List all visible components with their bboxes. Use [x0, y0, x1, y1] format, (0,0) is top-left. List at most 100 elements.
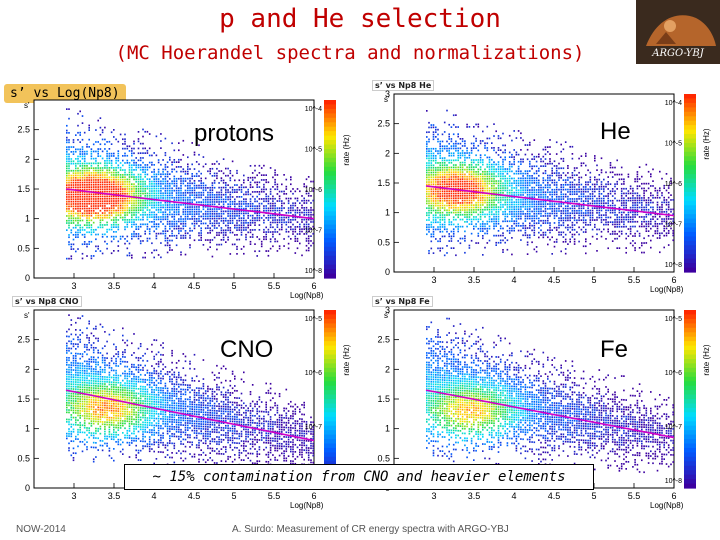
density-cell [106, 235, 108, 238]
density-cell [72, 212, 75, 215]
density-cell [66, 129, 68, 132]
density-cell [448, 218, 450, 221]
density-cell [439, 152, 441, 155]
density-cell [540, 184, 542, 186]
density-cell [113, 169, 115, 171]
density-cell [187, 232, 189, 235]
density-cell [441, 185, 444, 188]
density-cell [131, 197, 133, 200]
density-cell [68, 179, 70, 182]
density-cell [133, 197, 135, 200]
density-cell [443, 209, 446, 212]
density-cell [108, 155, 111, 157]
density-cell [274, 209, 276, 212]
density-cell [269, 197, 272, 200]
density-cell [587, 202, 589, 205]
density-cell [272, 235, 274, 238]
density-cell [542, 181, 545, 184]
density-cell [457, 149, 459, 152]
density-cell [238, 226, 241, 229]
density-cell [169, 246, 171, 249]
density-cell [508, 163, 511, 166]
density-cell [475, 194, 477, 197]
density-cell [238, 186, 241, 189]
density-cell [146, 206, 149, 209]
density-cell [299, 233, 301, 235]
density-cell [475, 163, 477, 166]
density-cell [535, 217, 538, 220]
density-cell [133, 147, 135, 150]
density-cell [88, 146, 90, 148]
density-cell [524, 227, 527, 229]
density-cell [137, 211, 140, 214]
density-cell [607, 181, 609, 183]
colorbar-segment [324, 108, 336, 114]
density-cell [92, 210, 95, 212]
density-cell [430, 152, 433, 155]
density-cell [218, 186, 220, 189]
density-cell [493, 170, 495, 173]
density-cell [222, 234, 225, 236]
colorbar-segment [324, 175, 336, 181]
density-cell [582, 221, 585, 224]
density-cell [238, 229, 241, 231]
density-cell [108, 207, 111, 210]
colorbar-segment [324, 157, 336, 163]
density-cell [256, 200, 258, 203]
density-cell [90, 198, 93, 200]
density-cell [101, 167, 104, 169]
density-cell [452, 147, 455, 150]
density-cell [108, 190, 111, 193]
density-cell [598, 195, 601, 198]
density-cell [448, 138, 450, 140]
density-cell [122, 216, 124, 219]
density-cell [236, 172, 238, 174]
density-cell [202, 187, 205, 189]
density-cell [70, 198, 73, 201]
density-cell [243, 212, 245, 215]
density-cell [301, 207, 303, 209]
density-cell [75, 207, 77, 210]
density-cell [169, 192, 171, 194]
density-cell [558, 231, 560, 234]
density-cell [473, 142, 475, 145]
density-cell [580, 164, 583, 167]
density-cell [209, 201, 211, 203]
density-cell [79, 229, 81, 231]
density-cell [225, 219, 227, 222]
density-cell [229, 203, 232, 205]
density-cell [511, 187, 513, 189]
density-cell [133, 233, 135, 235]
density-cell [113, 136, 115, 138]
density-cell [430, 247, 433, 250]
density-cell [267, 207, 270, 210]
density-cell [95, 167, 97, 169]
density-cell [180, 189, 182, 192]
density-cell [175, 227, 178, 230]
density-cell [446, 176, 448, 178]
density-cell [90, 226, 93, 229]
density-cell [70, 219, 73, 222]
density-cell [452, 211, 455, 214]
density-cell [299, 242, 301, 245]
density-cell [569, 240, 571, 243]
density-cell [430, 147, 433, 150]
density-cell [520, 194, 522, 196]
density-cell [142, 147, 144, 150]
colorbar-segment [324, 206, 336, 212]
density-cell [225, 241, 227, 243]
density-cell [88, 240, 90, 243]
density-cell [457, 171, 459, 173]
density-cell [164, 216, 167, 218]
density-cell [236, 203, 238, 205]
density-cell [117, 250, 120, 252]
density-cell [562, 148, 565, 151]
density-cell [484, 227, 486, 230]
density-cell [77, 193, 79, 196]
density-cell [276, 221, 279, 224]
density-cell [162, 206, 164, 209]
density-cell [443, 214, 446, 216]
density-cell [144, 164, 146, 166]
density-cell [479, 213, 482, 216]
density-cell [596, 250, 598, 252]
